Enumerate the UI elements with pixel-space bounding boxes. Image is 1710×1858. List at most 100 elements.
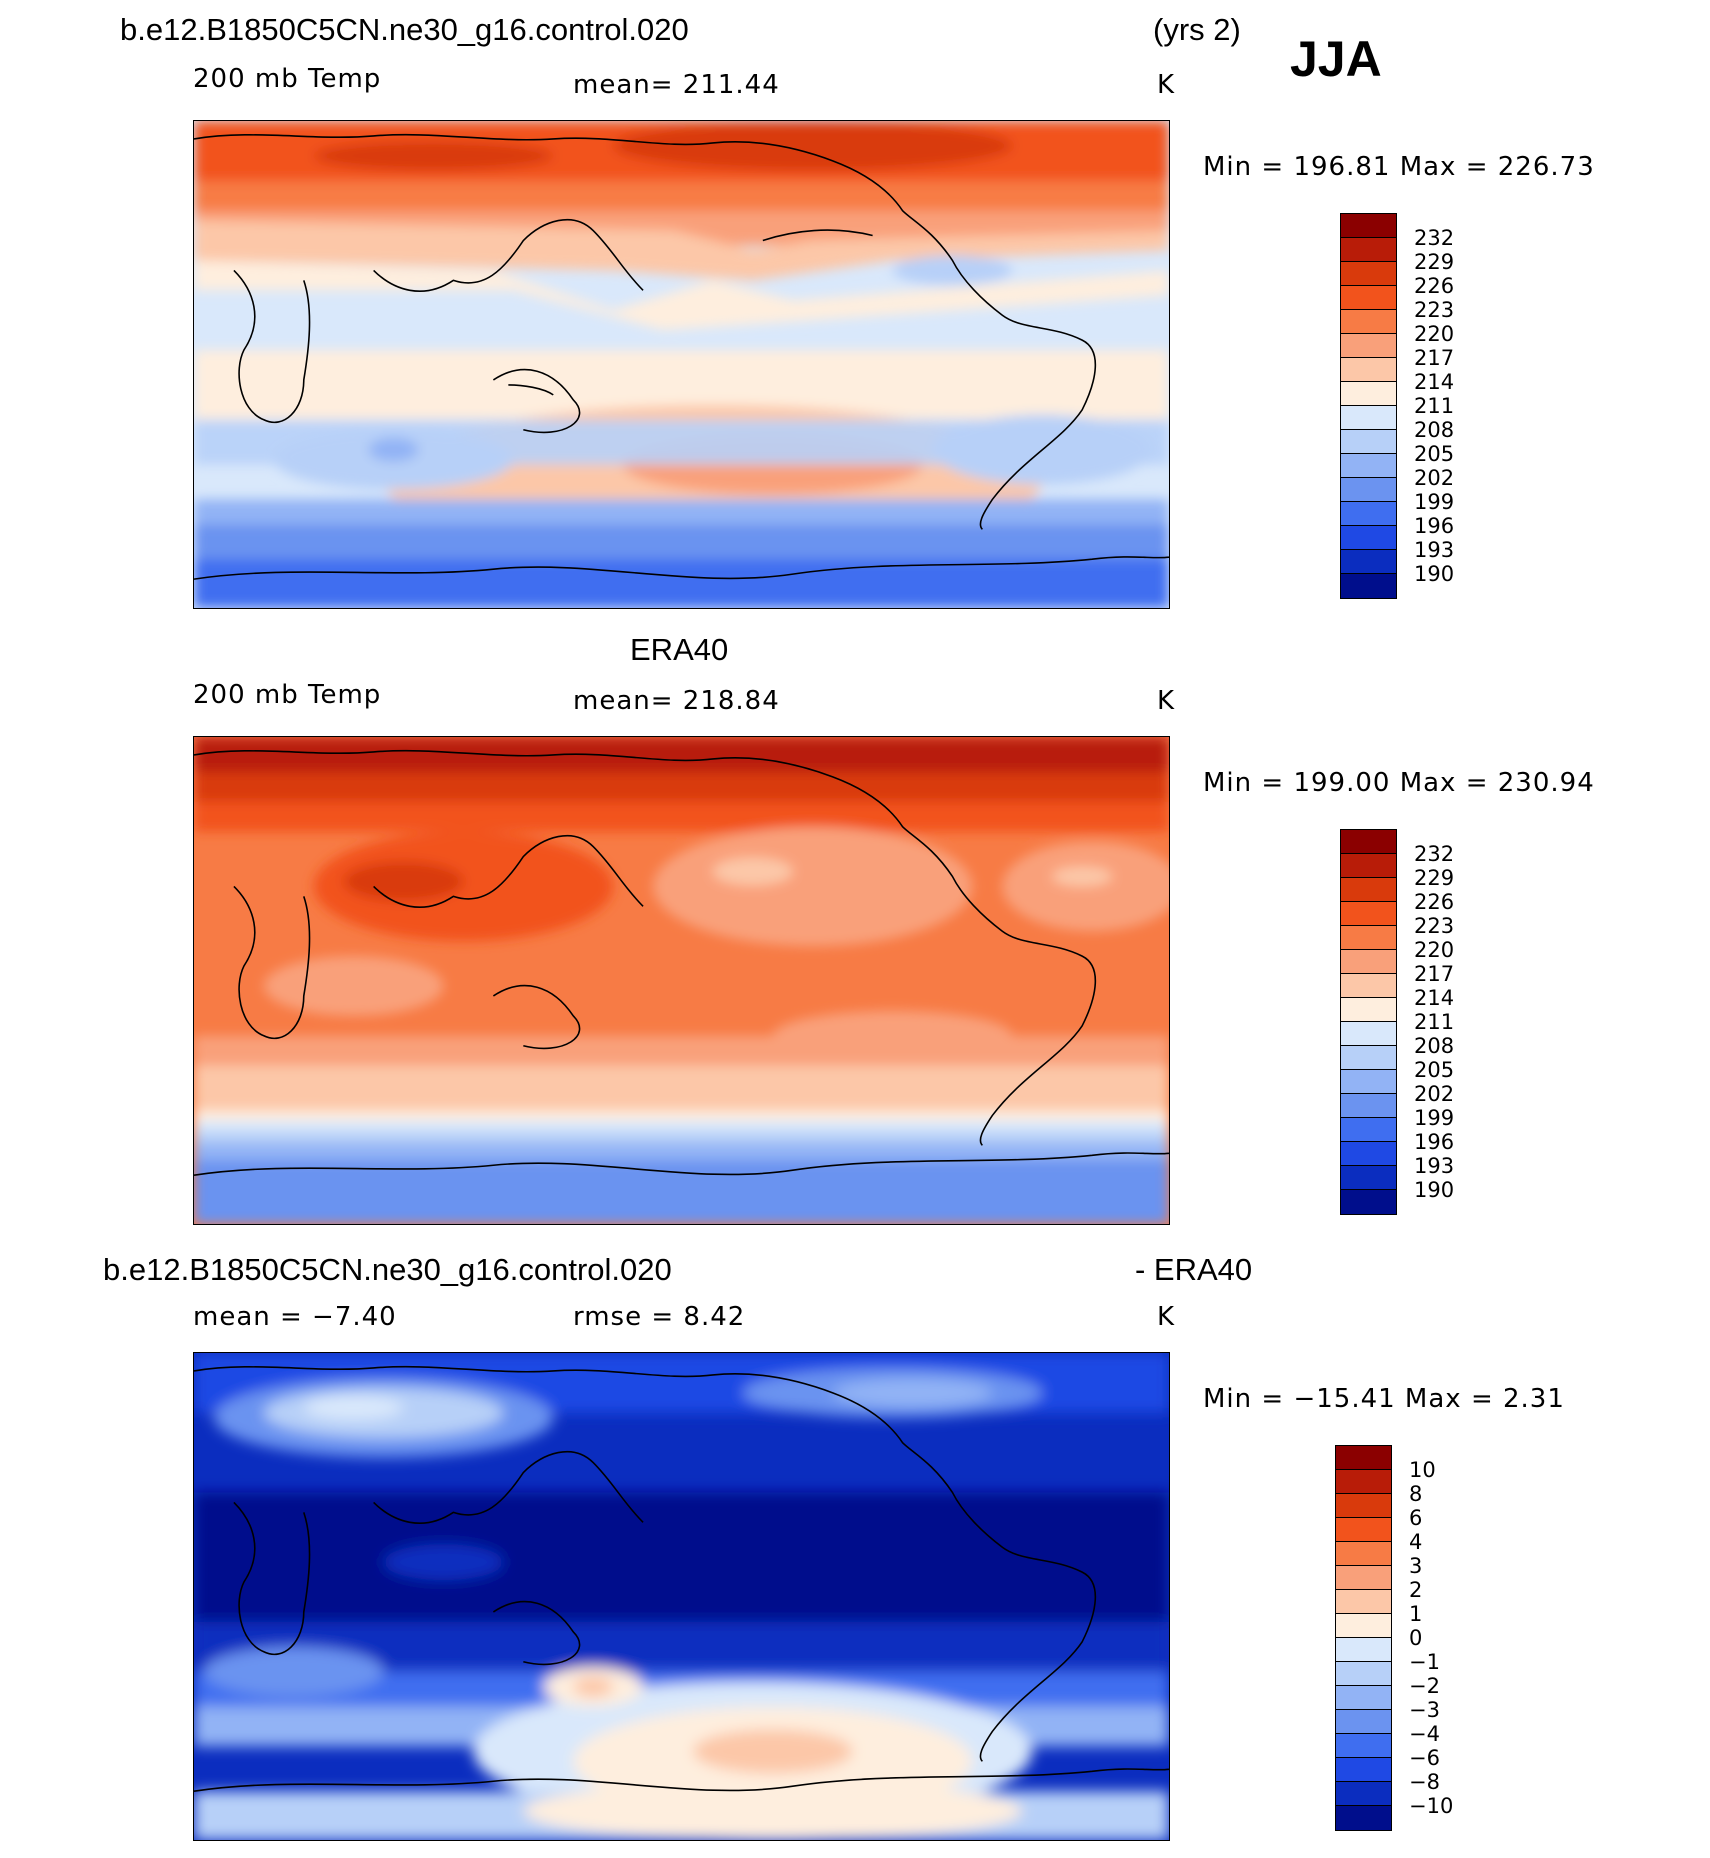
colorbar-tick: −6 (1409, 1746, 1440, 1770)
panel2-colorbar-swatch (1341, 1070, 1396, 1094)
panel1-colorbar-swatch (1341, 310, 1396, 334)
colorbar-tick: −4 (1409, 1722, 1440, 1746)
panel1-colorbar (1340, 213, 1397, 599)
panel3-colorbar-swatch (1336, 1710, 1391, 1734)
panel3-title-right: - ERA40 (1135, 1252, 1253, 1287)
panel3-colorbar-swatch (1336, 1734, 1391, 1758)
panel3-minmax: Min = −15.41 Max = 2.31 (1203, 1384, 1565, 1414)
panel1-colorbar-swatch (1341, 238, 1396, 262)
panel1-colorbar-swatch (1341, 550, 1396, 574)
colorbar-tick: 8 (1409, 1482, 1423, 1506)
colorbar-tick: 208 (1414, 418, 1455, 442)
colorbar-tick: −8 (1409, 1770, 1440, 1794)
colorbar-tick: −1 (1409, 1650, 1440, 1674)
panel1-colorbar-swatch (1341, 286, 1396, 310)
colorbar-tick: 202 (1414, 466, 1455, 490)
panel1-colorbar-swatch (1341, 502, 1396, 526)
panel2-map (193, 736, 1170, 1225)
panel2-colorbar-swatch (1341, 1166, 1396, 1190)
panel3-units: K (1157, 1302, 1176, 1332)
colorbar-tick: 3 (1409, 1554, 1423, 1578)
colorbar-tick: 196 (1414, 1130, 1455, 1154)
panel1-colorbar-swatch (1341, 262, 1396, 286)
colorbar-tick: 205 (1414, 1058, 1455, 1082)
panel1-colorbar-swatch (1341, 526, 1396, 550)
panel2-minmax: Min = 199.00 Max = 230.94 (1203, 768, 1595, 798)
panel3-colorbar-swatch (1336, 1758, 1391, 1782)
panel2-colorbar-swatch (1341, 1190, 1396, 1214)
colorbar-tick: 211 (1414, 394, 1455, 418)
colorbar-tick: 10 (1409, 1458, 1436, 1482)
colorbar-tick: 196 (1414, 514, 1455, 538)
colorbar-tick: 217 (1414, 346, 1455, 370)
panel2-colorbar-swatch (1341, 974, 1396, 998)
colorbar-tick: 211 (1414, 1010, 1455, 1034)
panel3-colorbar-swatch (1336, 1470, 1391, 1494)
panel3-colorbar-swatch (1336, 1782, 1391, 1806)
colorbar-tick: 232 (1414, 842, 1455, 866)
colorbar-tick: 232 (1414, 226, 1455, 250)
colorbar-tick: 208 (1414, 1034, 1455, 1058)
season-label: JJA (1290, 31, 1382, 87)
panel3-colorbar-swatch (1336, 1542, 1391, 1566)
panel2-variable: 200 mb Temp (193, 680, 382, 710)
panel1-colorbar-swatch (1341, 334, 1396, 358)
colorbar-tick: 220 (1414, 938, 1455, 962)
panel1-colorbar-swatch (1341, 358, 1396, 382)
panel2-mean: mean= 218.84 (573, 686, 780, 716)
panel3-colorbar-swatch (1336, 1806, 1391, 1830)
colorbar-tick: 1 (1409, 1602, 1423, 1626)
colorbar-tick: 6 (1409, 1506, 1423, 1530)
panel1-minmax: Min = 196.81 Max = 226.73 (1203, 152, 1595, 182)
colorbar-tick: 217 (1414, 962, 1455, 986)
panel3-rmse: rmse = 8.42 (573, 1302, 746, 1332)
panel1-variable: 200 mb Temp (193, 64, 382, 94)
colorbar-tick: 205 (1414, 442, 1455, 466)
panel3-colorbar-swatch (1336, 1566, 1391, 1590)
panel1-colorbar-swatch (1341, 214, 1396, 238)
panel3-colorbar-swatch (1336, 1518, 1391, 1542)
colorbar-tick: 199 (1414, 1106, 1455, 1130)
panel3-colorbar-swatch (1336, 1638, 1391, 1662)
panel2-title: ERA40 (630, 632, 729, 667)
colorbar-tick: 199 (1414, 490, 1455, 514)
colorbar-tick: 229 (1414, 866, 1455, 890)
colorbar-tick: 190 (1414, 562, 1455, 586)
panel3-colorbar-swatch (1336, 1446, 1391, 1470)
panel2-colorbar-swatch (1341, 1022, 1396, 1046)
panel2-units: K (1157, 686, 1176, 716)
panel3-colorbar-swatch (1336, 1662, 1391, 1686)
panel1-colorbar-swatch (1341, 574, 1396, 598)
colorbar-tick: 226 (1414, 274, 1455, 298)
panel2-colorbar-swatch (1341, 902, 1396, 926)
colorbar-tick: −2 (1409, 1674, 1440, 1698)
colorbar-tick: 0 (1409, 1626, 1423, 1650)
colorbar-tick: 2 (1409, 1578, 1423, 1602)
colorbar-tick: 229 (1414, 250, 1455, 274)
panel2-colorbar-swatch (1341, 1094, 1396, 1118)
panel3-colorbar-swatch (1336, 1686, 1391, 1710)
panel1-colorbar-swatch (1341, 406, 1396, 430)
colorbar-tick: 190 (1414, 1178, 1455, 1202)
colorbar-tick: 202 (1414, 1082, 1455, 1106)
colorbar-tick: 214 (1414, 370, 1455, 394)
years-label: (yrs 2) (1153, 12, 1241, 47)
panel3-colorbar (1335, 1445, 1392, 1831)
colorbar-tick: 223 (1414, 298, 1455, 322)
panel2-colorbar (1340, 829, 1397, 1215)
panel2-colorbar-swatch (1341, 1046, 1396, 1070)
panel1-mean: mean= 211.44 (573, 70, 780, 100)
panel2-colorbar-swatch (1341, 950, 1396, 974)
panel3-colorbar-swatch (1336, 1614, 1391, 1638)
panel2-colorbar-swatch (1341, 1118, 1396, 1142)
colorbar-tick: −10 (1409, 1794, 1454, 1818)
panel3-mean: mean = −7.40 (193, 1302, 397, 1332)
panel2-colorbar-swatch (1341, 998, 1396, 1022)
colorbar-tick: 193 (1414, 538, 1455, 562)
panel3-map (193, 1352, 1170, 1841)
panel2-colorbar-swatch (1341, 830, 1396, 854)
case-title: b.e12.B1850C5CN.ne30_g16.control.020 (120, 12, 689, 47)
panel3-title: b.e12.B1850C5CN.ne30_g16.control.020 (103, 1252, 672, 1287)
panel2-colorbar-swatch (1341, 1142, 1396, 1166)
colorbar-tick: 193 (1414, 1154, 1455, 1178)
